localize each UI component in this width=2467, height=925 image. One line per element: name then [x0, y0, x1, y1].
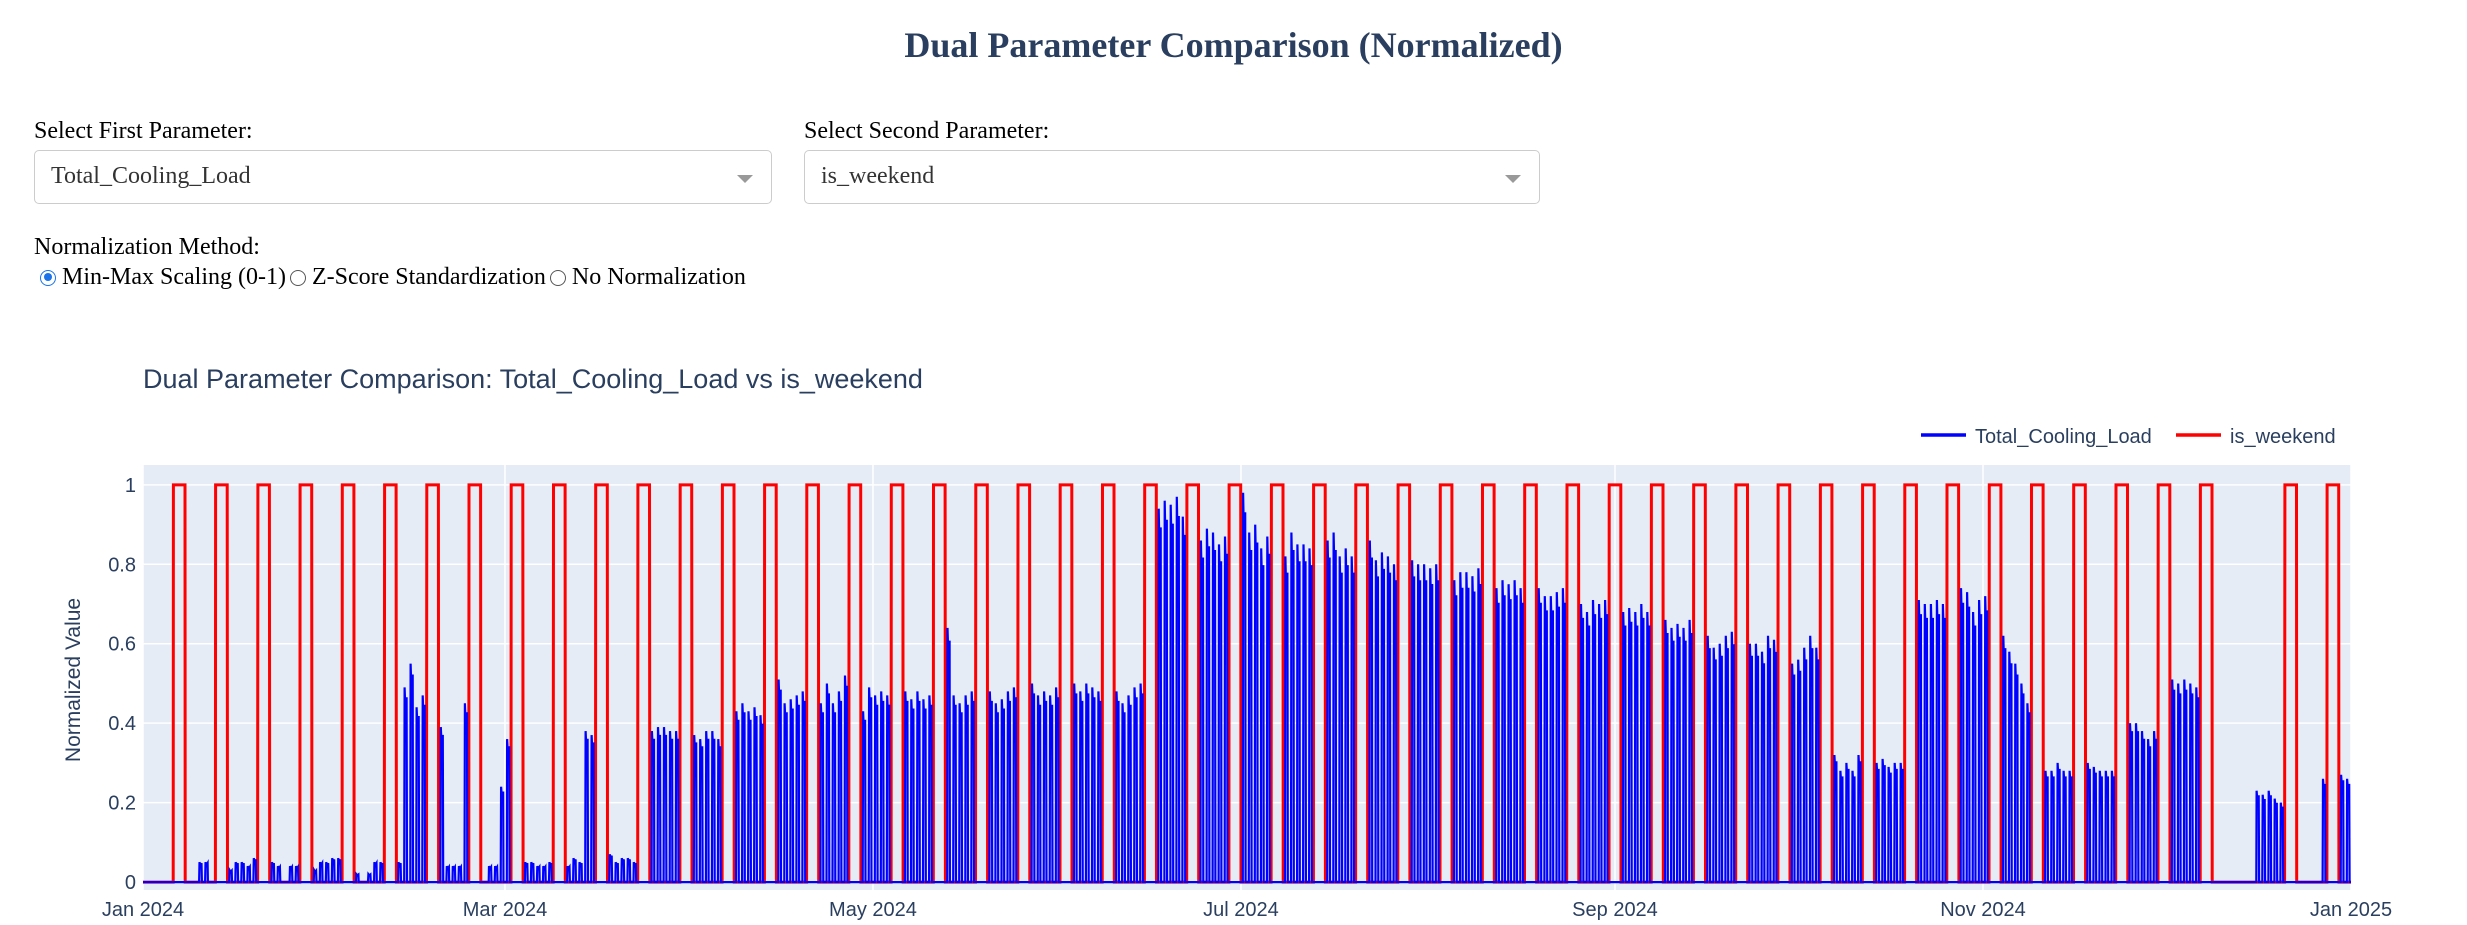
- y-tick-label: 0.8: [108, 554, 136, 576]
- second-parameter-label: Select Second Parameter:: [804, 118, 1050, 144]
- radio-zscore[interactable]: Z-Score Standardization: [289, 264, 546, 291]
- legend-label-series2[interactable]: is_weekend: [2230, 426, 2336, 448]
- y-axis-title: Normalized Value: [62, 598, 85, 762]
- x-tick-label: Jan 2024: [102, 899, 184, 921]
- chevron-down-icon[interactable]: [1505, 175, 1521, 183]
- first-parameter-value: Total_Cooling_Load: [51, 163, 251, 189]
- second-parameter-value: is_weekend: [821, 163, 935, 189]
- series-is_weekend-line[interactable]: [143, 483, 2351, 884]
- radio-none[interactable]: No Normalization: [549, 264, 746, 291]
- radio-button[interactable]: [549, 269, 566, 286]
- y-tick-label: 0: [125, 872, 136, 894]
- radio-label: Min-Max Scaling (0-1): [62, 264, 286, 290]
- y-tick-label: 0.6: [108, 634, 136, 656]
- radio-button[interactable]: [40, 269, 56, 286]
- x-tick-label: Nov 2024: [1940, 899, 2026, 921]
- x-tick-label: Jul 2024: [1203, 899, 1279, 921]
- normalization-label: Normalization Method:: [34, 234, 260, 260]
- x-tick-label: Sep 2024: [1572, 899, 1658, 921]
- x-tick-label: Mar 2024: [463, 899, 548, 921]
- series-total_cooling_load-line[interactable]: [143, 492, 2351, 884]
- legend: Total_Cooling_Load is_weekend: [1921, 426, 2336, 448]
- normalization-radio-group: Min-Max Scaling (0-1) Z-Score Standardiz…: [40, 264, 750, 291]
- second-parameter-dropdown[interactable]: is_weekend: [804, 150, 1540, 204]
- first-parameter-label: Select First Parameter:: [34, 118, 253, 144]
- page-title: Dual Parameter Comparison (Normalized): [904, 25, 1563, 65]
- radio-button[interactable]: [289, 269, 306, 286]
- legend-label-series1[interactable]: Total_Cooling_Load: [1975, 426, 2152, 448]
- first-parameter-dropdown[interactable]: Total_Cooling_Load: [34, 150, 772, 204]
- y-tick-label: 0.2: [108, 793, 136, 815]
- radio-minmax[interactable]: Min-Max Scaling (0-1): [40, 264, 286, 291]
- radio-label: Z-Score Standardization: [311, 264, 546, 290]
- plot-area[interactable]: [143, 465, 2351, 890]
- x-tick-label: Jan 2025: [2310, 899, 2392, 921]
- chart-title: Dual Parameter Comparison: Total_Cooling…: [143, 364, 923, 394]
- radio-label: No Normalization: [571, 264, 746, 290]
- chevron-down-icon[interactable]: [737, 175, 753, 183]
- y-tick-label: 1: [125, 475, 136, 497]
- y-tick-label: 0.4: [108, 713, 136, 735]
- x-tick-label: May 2024: [829, 899, 917, 921]
